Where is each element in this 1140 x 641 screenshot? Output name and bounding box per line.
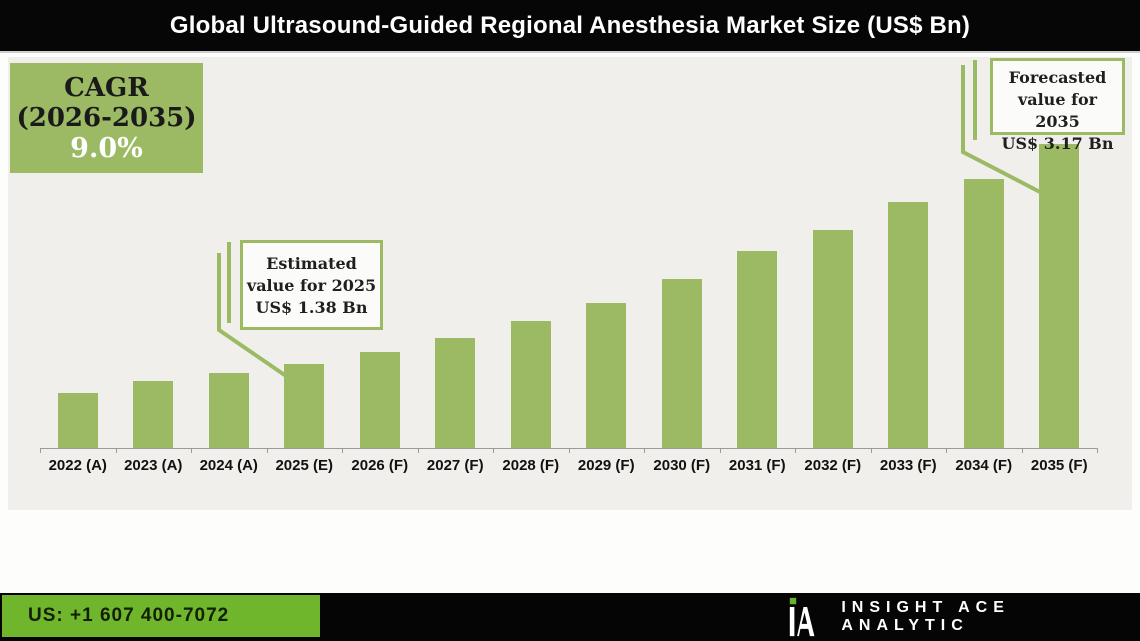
x-axis-tick [115, 448, 117, 453]
x-axis-tick [1021, 448, 1023, 453]
callout-line: Forecasted [1008, 68, 1107, 87]
x-axis-label: 2024 (A) [199, 457, 258, 474]
bar-2033-f- [888, 202, 929, 448]
bar-2032-f- [812, 230, 853, 448]
x-axis-label: 2025 (E) [275, 457, 334, 474]
callout-line: Estimated [266, 254, 357, 273]
cagr-badge: CAGR (2026-2035) 9.0% [10, 63, 203, 173]
x-axis-label: 2028 (F) [502, 457, 560, 474]
x-axis-label: 2026 (F) [351, 457, 409, 474]
insightace-logo-icon [789, 597, 815, 637]
x-axis-label: 2034 (F) [955, 457, 1013, 474]
phone-number: US: +1 607 400-7072 [28, 605, 230, 626]
callout-estimated-2025: Estimated value for 2025 US$ 1.38 Bn [240, 240, 383, 330]
x-axis-tick [342, 448, 343, 453]
x-axis-tick [644, 448, 645, 453]
bar-2025-e- [284, 364, 325, 448]
x-axis-tick [493, 448, 494, 453]
bar-2026-f- [359, 352, 400, 448]
x-axis-label: 2030 (F) [653, 457, 711, 474]
x-axis-label: 2033 (F) [879, 457, 937, 474]
bar-2027-f- [435, 338, 476, 448]
cagr-value: 9.0% [70, 133, 143, 164]
leader-estimated-outer [217, 253, 291, 380]
x-axis-label: 2031 (F) [728, 457, 786, 474]
x-axis-tick [40, 448, 41, 453]
x-axis-label: 2029 (F) [577, 457, 635, 474]
brand-block: INSIGHT ACE ANALYTIC [788, 597, 1140, 637]
x-axis-label: 2035 (F) [1030, 457, 1088, 474]
cagr-label: CAGR [64, 73, 149, 103]
x-axis-tick [191, 448, 192, 453]
leader-forecasted-outer [961, 65, 1041, 194]
callout-line: value for 2025 [246, 276, 377, 295]
x-axis-tick [719, 448, 721, 453]
callout-forecasted-2035: Forecasted value for 2035 US$ 3.17 Bn [990, 58, 1125, 153]
x-axis-tick [568, 448, 570, 453]
bar-2035-f- [1039, 144, 1080, 448]
bar-2022-a- [57, 393, 98, 448]
phone-banner: US: +1 607 400-7072 [2, 595, 320, 637]
footer-bar: US: +1 607 400-7072 INSIGHT ACE ANALYTIC [0, 593, 1140, 641]
bar-2023-a- [133, 381, 174, 448]
x-axis-label: 2032 (F) [804, 457, 862, 474]
x-axis-tick [946, 448, 947, 453]
x-axis-tick [266, 448, 268, 453]
bar-2029-f- [586, 303, 627, 448]
callout-line: value for 2035 [1017, 90, 1098, 131]
bar-2024-a- [208, 373, 249, 448]
page-title: Global Ultrasound-Guided Regional Anesth… [169, 11, 971, 39]
title-bar: Global Ultrasound-Guided Regional Anesth… [0, 0, 1140, 53]
x-axis-tick [1097, 448, 1098, 453]
brand-name: INSIGHT ACE ANALYTIC [841, 599, 1010, 634]
x-axis-tick [795, 448, 796, 453]
callout-leader-lines [217, 60, 1041, 380]
market-contributors-strip: Market Contributors: GE GE HealthCare SI… [0, 510, 1140, 593]
x-axis-tick [417, 448, 419, 453]
callout-value: US$ 1.38 Bn [255, 298, 368, 317]
bar-2028-f- [510, 321, 551, 448]
callout-value: US$ 3.17 Bn [1001, 134, 1114, 153]
bar-2034-f- [963, 179, 1004, 448]
chart-area: CAGR (2026-2035) 9.0% 2022 (A) 2023 (A) 20… [8, 57, 1132, 510]
cagr-period: (2026-2035) [16, 103, 197, 133]
bar-2031-f- [737, 251, 778, 448]
x-axis-label: 2027 (F) [426, 457, 484, 474]
x-axis-tick [870, 448, 872, 453]
x-axis-label: 2022 (A) [48, 457, 107, 474]
x-axis-label: 2023 (A) [124, 457, 183, 474]
bar-2030-f- [661, 279, 702, 448]
